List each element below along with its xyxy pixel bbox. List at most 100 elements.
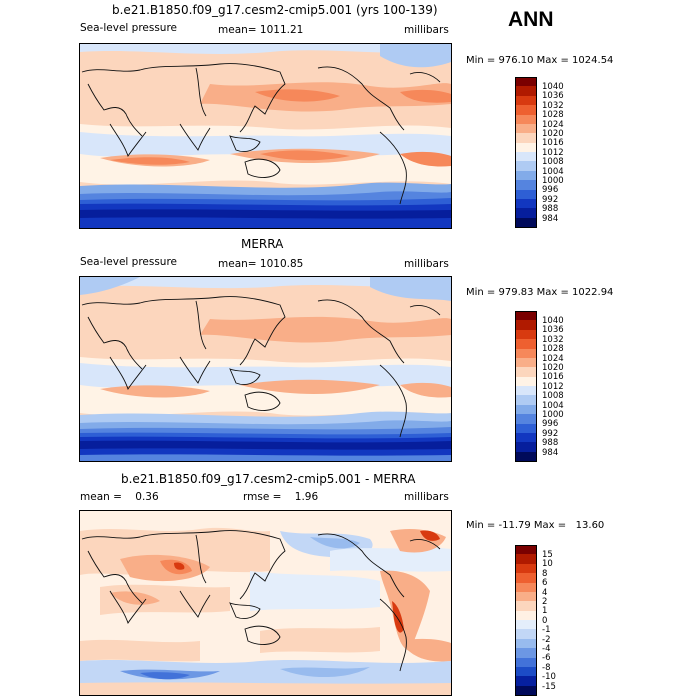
colorbar-label: 984 [542,447,559,458]
colorbar-swatch [515,86,537,97]
panel1-minmax: Min = 976.10 Max = 1024.54 [466,55,614,66]
colorbar-label: 988 [542,438,559,449]
colorbar-label: 996 [542,419,559,430]
colorbar-label: 992 [542,428,559,439]
colorbar-label: 1032 [542,334,564,345]
colorbar-label: 988 [542,204,559,215]
colorbar-swatch [515,676,537,687]
panel1-mean: mean= 1011.21 [218,24,304,36]
colorbar-swatch [515,320,537,331]
colorbar-swatch [515,123,537,134]
colorbar-label: 1008 [542,391,564,402]
colorbar-label: 1028 [542,344,564,355]
panel3-field [80,511,451,695]
colorbar-label: -10 [542,672,556,683]
colorbar-label: 1036 [542,325,564,336]
colorbar-label: 1012 [542,381,564,392]
colorbar-swatch [515,367,537,378]
colorbar-swatch [515,142,537,153]
panel2-colorbar: 1040 1036 1032 1028 1024 1020 1016 1012 … [515,311,575,462]
colorbar-swatch [515,180,537,190]
colorbar-swatch [515,582,537,593]
colorbar-label: 1024 [542,119,564,130]
colorbar-label: 2 [542,597,548,607]
colorbar-label: 996 [542,185,559,196]
colorbar-label: 0 [542,615,548,626]
panel3-map [79,510,452,696]
panel2-field [80,277,451,461]
colorbar-label: 1000 [542,176,564,186]
colorbar-swatch [515,395,537,406]
colorbar-swatch [515,620,537,630]
colorbar-label: 1024 [542,353,564,364]
colorbar-label: 992 [542,194,559,205]
colorbar-swatch [515,404,537,415]
colorbar-swatch [515,170,537,181]
colorbar-label: -15 [542,681,556,692]
colorbar-label: 1036 [542,91,564,102]
colorbar-label: 1 [542,606,548,617]
panel3-minmax: Min = -11.79 Max = 13.60 [466,520,605,531]
colorbar-swatch [515,685,537,696]
colorbar-swatch [515,638,537,649]
colorbar-swatch [515,217,537,228]
colorbar-swatch [515,339,537,349]
colorbar-label: -4 [542,644,551,654]
colorbar-label: 1028 [542,110,564,121]
colorbar-swatch [515,198,537,209]
colorbar-swatch [515,423,537,434]
colorbar-swatch [515,432,537,443]
panel1-field [80,44,451,228]
colorbar-label: -8 [542,662,551,673]
colorbar-swatch [515,376,537,387]
colorbar-label: 8 [542,568,548,579]
colorbar-swatch [515,666,537,677]
colorbar-label: 1020 [542,363,564,373]
colorbar-label: 15 [542,550,553,560]
colorbar-swatch [515,208,537,219]
colorbar-swatch [515,161,537,172]
colorbar-label: 1008 [542,157,564,168]
colorbar-swatch [515,554,537,565]
panel1-units: millibars [404,24,449,36]
colorbar-swatch [515,95,537,106]
colorbar-label: 1040 [542,82,564,92]
colorbar-label: 1032 [542,100,564,111]
colorbar-label: 1020 [542,129,564,139]
colorbar-label: -1 [542,625,551,636]
panel3-rmse: rmse = 1.96 [243,491,319,503]
colorbar-label: 10 [542,559,553,570]
colorbar-label: 984 [542,213,559,224]
colorbar-swatch [515,563,537,574]
panel3-colorbar: 15 10 8 6 4 2 1 0 -1 -2 -4 -6 -8 -10 -15 [515,545,575,696]
colorbar-label: 6 [542,578,548,589]
colorbar-swatch [515,105,537,115]
colorbar-swatch [515,114,537,125]
colorbar-label: 4 [542,587,548,598]
colorbar-swatch [515,414,537,424]
colorbar-swatch [515,311,537,321]
colorbar-swatch [515,601,537,612]
colorbar-label: 1000 [542,410,564,420]
colorbar-label: 1004 [542,166,564,177]
colorbar-label: -6 [542,653,551,664]
season-label: ANN [508,8,554,31]
colorbar-swatch [515,442,537,453]
panel2-title: MERRA [241,237,284,251]
panel1-title: b.e21.B1850.f09_g17.cesm2-cmip5.001 (yrs… [112,3,438,17]
panel2-units: millibars [404,258,449,270]
colorbar-label: 1016 [542,138,564,149]
panel2-minmax: Min = 979.83 Max = 1022.94 [466,287,614,298]
colorbar-swatch [515,591,537,602]
colorbar-swatch [515,648,537,658]
colorbar-swatch [515,329,537,340]
colorbar-label: 1012 [542,147,564,158]
panel1-colorbar: 1040 1036 1032 1028 1024 1020 1016 1012 … [515,77,575,228]
colorbar-label: 1004 [542,400,564,411]
colorbar-swatch [515,357,537,368]
colorbar-swatch [515,629,537,640]
colorbar-label: 1040 [542,316,564,326]
colorbar-swatch [515,77,537,87]
colorbar-swatch [515,152,537,162]
panel2-mean: mean= 1010.85 [218,258,304,270]
